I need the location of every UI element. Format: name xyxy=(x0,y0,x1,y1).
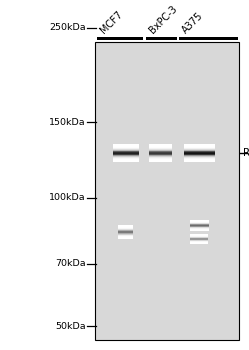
Bar xyxy=(184,153,215,154)
Bar xyxy=(118,230,133,231)
Bar xyxy=(184,149,215,150)
Bar xyxy=(113,161,139,162)
Bar xyxy=(113,145,139,146)
Bar xyxy=(149,153,172,154)
Bar xyxy=(149,145,172,146)
Bar xyxy=(184,150,215,151)
Bar xyxy=(149,158,172,159)
Bar xyxy=(149,150,172,151)
Bar xyxy=(113,149,139,150)
Bar xyxy=(184,159,215,160)
Bar xyxy=(149,149,172,150)
Bar xyxy=(113,150,139,151)
Bar xyxy=(118,229,133,230)
Bar xyxy=(118,237,133,238)
Bar xyxy=(118,233,133,234)
Bar xyxy=(113,158,139,159)
Bar xyxy=(113,156,139,157)
Bar xyxy=(184,158,215,159)
Bar xyxy=(184,151,215,152)
Bar xyxy=(113,157,139,158)
Bar xyxy=(118,232,133,233)
Bar xyxy=(113,159,139,160)
Bar xyxy=(184,157,215,158)
Bar xyxy=(113,151,139,152)
Bar xyxy=(149,159,172,160)
Bar xyxy=(97,37,143,40)
Text: 150kDa: 150kDa xyxy=(49,118,86,127)
Bar xyxy=(113,152,139,153)
Bar xyxy=(149,151,172,152)
Bar xyxy=(113,153,139,154)
Text: 250kDa: 250kDa xyxy=(49,23,86,32)
Bar xyxy=(118,238,133,239)
Bar xyxy=(113,148,139,149)
Bar xyxy=(149,147,172,148)
Bar xyxy=(118,225,133,226)
Bar xyxy=(149,148,172,149)
Bar xyxy=(113,147,139,148)
Bar xyxy=(184,160,215,161)
Bar xyxy=(118,227,133,228)
Bar xyxy=(184,147,215,148)
Bar xyxy=(179,37,238,40)
Bar xyxy=(149,157,172,158)
Bar xyxy=(118,234,133,235)
Bar xyxy=(184,156,215,157)
Bar xyxy=(184,146,215,147)
Text: 50kDa: 50kDa xyxy=(55,322,86,331)
Bar xyxy=(113,154,139,155)
Text: A375: A375 xyxy=(181,10,205,35)
Bar xyxy=(113,155,139,156)
Bar xyxy=(118,235,133,236)
Bar xyxy=(95,42,239,340)
Bar xyxy=(149,146,172,147)
Bar xyxy=(149,154,172,155)
Bar xyxy=(149,155,172,156)
Bar xyxy=(149,160,172,161)
Text: 100kDa: 100kDa xyxy=(49,193,86,202)
Bar xyxy=(184,152,215,153)
Bar xyxy=(118,226,133,227)
Bar xyxy=(118,230,133,231)
Bar xyxy=(149,152,172,153)
Bar xyxy=(149,156,172,157)
Text: 70kDa: 70kDa xyxy=(55,259,86,268)
Text: BxPC-3: BxPC-3 xyxy=(147,3,179,35)
Bar xyxy=(146,37,177,40)
Bar xyxy=(184,161,215,162)
Text: MCF7: MCF7 xyxy=(98,9,124,35)
Bar xyxy=(113,160,139,161)
Text: RNF40: RNF40 xyxy=(243,148,249,158)
Bar xyxy=(113,147,139,148)
Bar xyxy=(184,155,215,156)
Bar xyxy=(184,145,215,146)
Bar xyxy=(184,154,215,155)
Bar xyxy=(118,228,133,229)
Bar xyxy=(149,147,172,148)
Bar xyxy=(118,238,133,239)
Bar xyxy=(184,148,215,149)
Bar xyxy=(118,236,133,237)
Bar xyxy=(149,161,172,162)
Bar xyxy=(113,146,139,147)
Bar xyxy=(118,231,133,232)
Bar xyxy=(184,147,215,148)
